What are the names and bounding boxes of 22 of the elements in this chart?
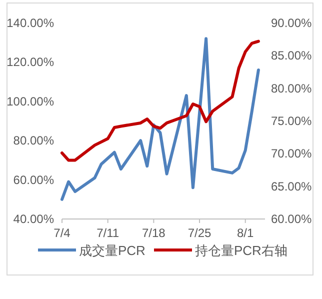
y2-tick-label: 75.00% <box>271 114 312 128</box>
x-tick-label: 7/11 <box>96 226 120 240</box>
y-tick-label: 60.00% <box>13 172 54 187</box>
y2-tick-label: 60.00% <box>271 212 312 226</box>
y-tick-label: 80.00% <box>13 134 54 148</box>
y-tick-label: 140.00% <box>6 16 54 30</box>
y-tick-label: 100.00% <box>6 94 54 108</box>
legend-label: 持仓量PCR右轴 <box>195 243 288 258</box>
y-tick-label: 40.00% <box>13 212 54 226</box>
x-tick-label: 8/1 <box>237 226 254 240</box>
line-series <box>60 37 260 201</box>
line-series <box>60 40 260 162</box>
legend-label: 成交量PCR <box>79 243 146 258</box>
y2-tick-label: 90.00% <box>271 16 312 30</box>
x-tick-label: 7/25 <box>188 226 212 240</box>
x-tick-label: 7/18 <box>142 226 166 240</box>
x-tick-label: 7/4 <box>54 226 71 240</box>
y2-tick-label: 70.00% <box>271 146 312 161</box>
y2-tick-label: 65.00% <box>271 179 312 194</box>
y2-tick-label: 80.00% <box>271 81 312 96</box>
y-tick-label: 120.00% <box>6 55 54 70</box>
y2-tick-label: 85.00% <box>271 48 312 63</box>
